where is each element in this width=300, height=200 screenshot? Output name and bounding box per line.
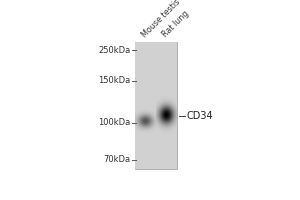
Bar bbox=[135, 42, 177, 169]
Text: 250kDa: 250kDa bbox=[98, 46, 130, 55]
Text: Rat lung: Rat lung bbox=[161, 9, 191, 39]
Text: 150kDa: 150kDa bbox=[98, 76, 130, 85]
Text: Mouse testis: Mouse testis bbox=[140, 0, 182, 39]
Text: CD34: CD34 bbox=[186, 111, 213, 121]
Text: 70kDa: 70kDa bbox=[103, 155, 130, 164]
Text: 100kDa: 100kDa bbox=[98, 118, 130, 127]
